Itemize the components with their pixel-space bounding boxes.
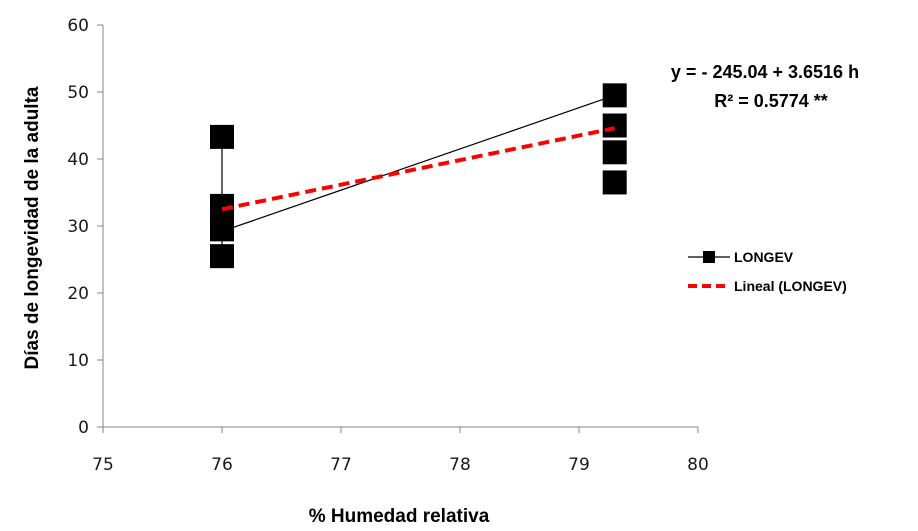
data-point-longev [602,83,627,108]
data-point-longev [602,170,627,195]
regression-equation: y = - 245.04 + 3.6516 h [671,62,859,82]
x-tick-label: 75 [92,455,114,475]
x-tick-label: 80 [687,455,709,475]
y-tick-label: 40 [67,150,89,170]
r-squared-label: R² = 0.5774 ** [714,91,828,111]
x-tick-label: 79 [568,455,590,475]
data-point-longev [210,124,234,149]
series-longev [210,83,627,269]
y-tick-label: 20 [67,284,89,304]
legend-marker-longev [703,251,715,263]
x-axis-title: % Humedad relativa [309,506,490,527]
series-longev-line [221,94,615,232]
data-point-longev [210,217,234,242]
data-point-longev [602,113,627,138]
series-trend-lineal [221,126,616,212]
legend-label-lineal: Lineal (LONGEV) [734,278,847,294]
legend-label-longev: LONGEV [734,249,794,265]
data-point-longev [210,244,234,269]
x-tick-label: 76 [211,455,233,475]
x-tick-label: 77 [330,455,352,475]
x-tick-label: 78 [449,455,471,475]
axes: 0 10 20 30 40 50 60 75 76 77 78 79 80 [67,16,708,475]
legend: LONGEV Lineal (LONGEV) [688,249,847,294]
y-axis-title: Días de longevidad de la adulta [22,86,43,369]
y-tick-label: 50 [67,83,89,103]
y-tick-label: 60 [67,16,89,36]
y-tick-label: 30 [67,217,89,237]
y-tick-label: 0 [78,418,89,438]
y-tick-label: 10 [67,351,89,371]
data-point-longev [602,140,627,165]
trendline-lineal [221,126,616,212]
